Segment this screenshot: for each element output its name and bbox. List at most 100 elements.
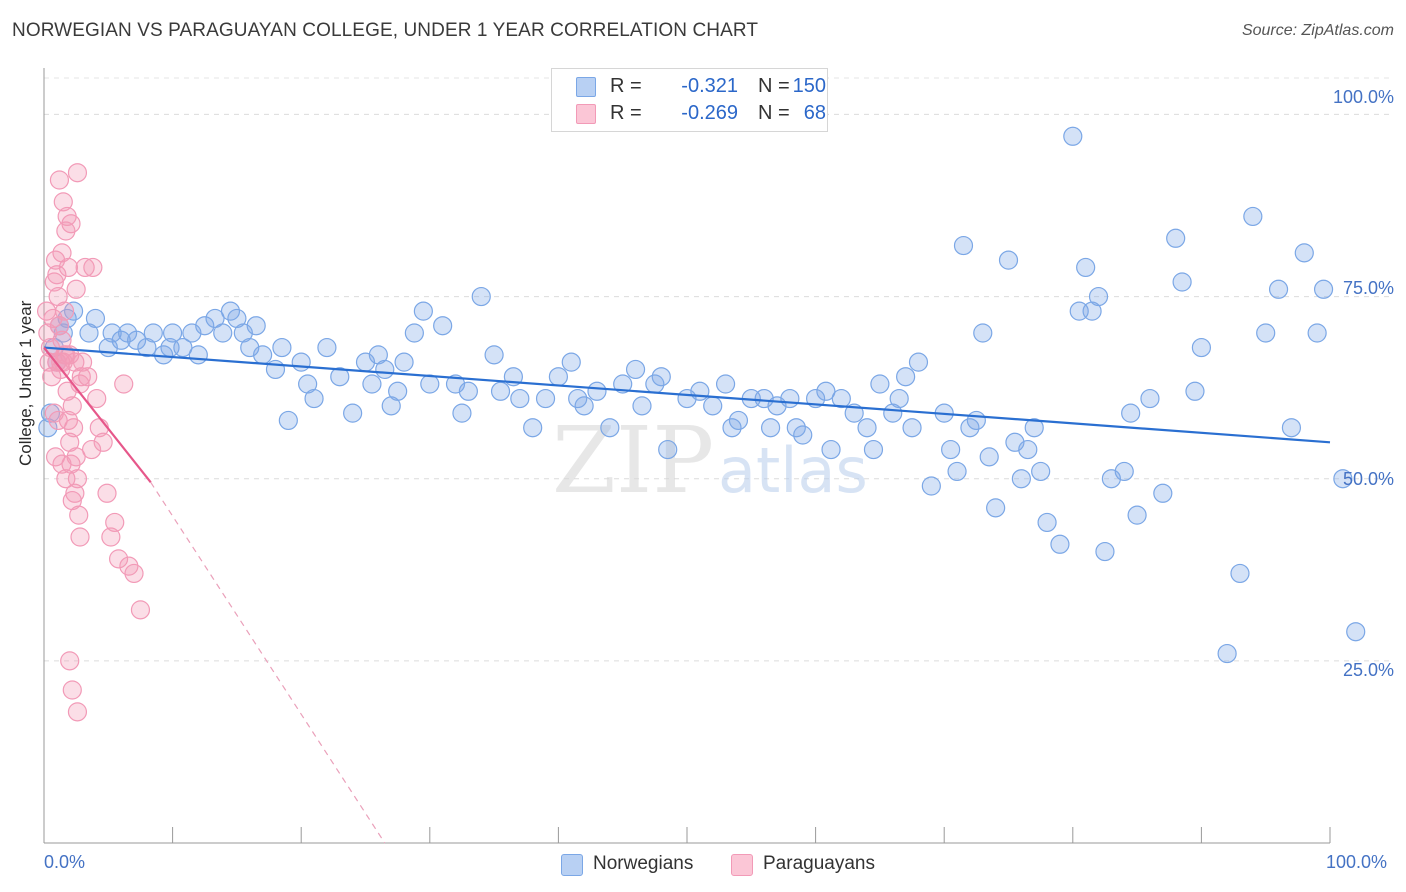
y-tick-label: 75.0% [1342, 278, 1394, 298]
norwegian-point [413, 301, 433, 321]
norwegian-point [535, 388, 556, 409]
norwegian-point [1031, 461, 1051, 482]
paraguayan-point [66, 279, 86, 299]
paraguayan-point [71, 367, 91, 387]
norwegian-point [1076, 257, 1096, 278]
norwegian-point [343, 403, 363, 423]
y-tick-label: 50.0% [1342, 469, 1394, 489]
paraguayans-trend-extension [150, 482, 386, 844]
norwegian-point [188, 345, 208, 365]
legend-swatch-pink [576, 104, 596, 124]
norwegian-point [173, 337, 193, 358]
norwegian-point [941, 439, 961, 460]
legend-n-value: 68 [803, 102, 826, 124]
norwegian-point [394, 352, 414, 372]
norwegian-point [163, 323, 183, 343]
paraguayan-point [67, 702, 88, 722]
norwegian-point [57, 308, 77, 329]
paraguayan-point [130, 600, 151, 620]
paraguayan-point [60, 651, 80, 671]
norwegian-point [490, 381, 511, 401]
norwegian-point [1121, 403, 1141, 423]
norwegian-point [690, 381, 710, 401]
norwegian-point [908, 352, 929, 372]
norwegian-point [1172, 272, 1192, 292]
legend-label: Norwegians [593, 853, 694, 874]
y-tick-label: 100.0% [1332, 87, 1394, 107]
paraguayan-point [70, 527, 90, 547]
norwegian-point [998, 250, 1019, 270]
legend-swatch-blue [576, 77, 596, 97]
norwegian-point [568, 388, 588, 409]
paraguayan-point [45, 447, 66, 467]
paraguayan-point [75, 257, 95, 278]
x-tick-label-min: 0.0% [44, 852, 86, 872]
norwegian-point [986, 498, 1006, 518]
norwegian-point [291, 352, 311, 372]
norwegian-point [1088, 286, 1109, 307]
norwegian-point [404, 323, 424, 343]
norwegian-point [85, 308, 106, 329]
norwegian-point [111, 330, 131, 350]
norwegian-point [304, 388, 324, 409]
paraguayan-point [67, 163, 88, 183]
norwegian-point [523, 418, 543, 438]
grid-lines [44, 77, 1392, 662]
norwegian-point [1243, 206, 1263, 227]
norwegian-point [1185, 381, 1205, 401]
paraguayan-point [87, 388, 107, 409]
norwegian-point [1307, 323, 1327, 343]
norwegian-point [947, 461, 967, 482]
paraguayan-point [105, 512, 125, 533]
norwegian-point [458, 381, 478, 401]
norwegian-point [1024, 418, 1044, 438]
norwegian-point [1063, 126, 1083, 146]
norwegian-point [1313, 279, 1334, 299]
legend-swatch-blue [561, 854, 583, 876]
norwegian-point [1018, 439, 1038, 460]
norwegian-point [921, 476, 941, 496]
legend-r-label: R = [610, 102, 642, 124]
paraguayan-point [108, 549, 129, 569]
watermark-atlas: atlas [718, 434, 868, 507]
norwegian-point [979, 447, 999, 467]
norwegians-points [38, 126, 1366, 664]
norwegian-point [870, 374, 890, 394]
norwegian-point [780, 388, 800, 409]
stats-legend: R = -0.321 N = 150 R = -0.269 N = 68 [551, 68, 828, 132]
source-label: Source: ZipAtlas.com [1241, 22, 1394, 39]
norwegian-point [1191, 337, 1212, 358]
norwegian-point [896, 367, 916, 387]
paraguayan-point [65, 483, 85, 503]
paraguayan-point [56, 469, 76, 489]
norwegian-point [1037, 512, 1057, 533]
norwegian-point [1346, 622, 1366, 642]
norwegian-point [793, 425, 813, 445]
paraguayan-point [47, 265, 67, 285]
norwegian-point [966, 410, 986, 431]
paraguayan-point [97, 483, 117, 503]
norwegian-point [728, 410, 749, 431]
norwegian-point [587, 381, 607, 401]
norwegian-point [973, 323, 993, 343]
norwegian-point [1153, 483, 1173, 503]
norwegian-point [195, 316, 215, 336]
norwegian-point [600, 418, 620, 438]
legend-r-value: -0.269 [681, 102, 738, 124]
norwegian-point [1294, 243, 1314, 263]
paraguayan-point [62, 396, 82, 416]
paraguayan-point [54, 301, 75, 321]
norwegian-point [213, 323, 233, 343]
paraguayan-point [62, 490, 82, 511]
paraguayan-point [52, 454, 72, 474]
paraguayan-point [58, 257, 79, 278]
watermark-zip: ZIP [552, 407, 714, 514]
paraguayan-point [49, 170, 70, 190]
paraguayan-point [48, 410, 68, 431]
norwegian-point [613, 374, 633, 394]
legend-n-label: N = [758, 102, 790, 124]
paraguayan-point [83, 257, 103, 278]
paraguayan-point [101, 527, 121, 547]
norwegian-point [1333, 469, 1353, 489]
